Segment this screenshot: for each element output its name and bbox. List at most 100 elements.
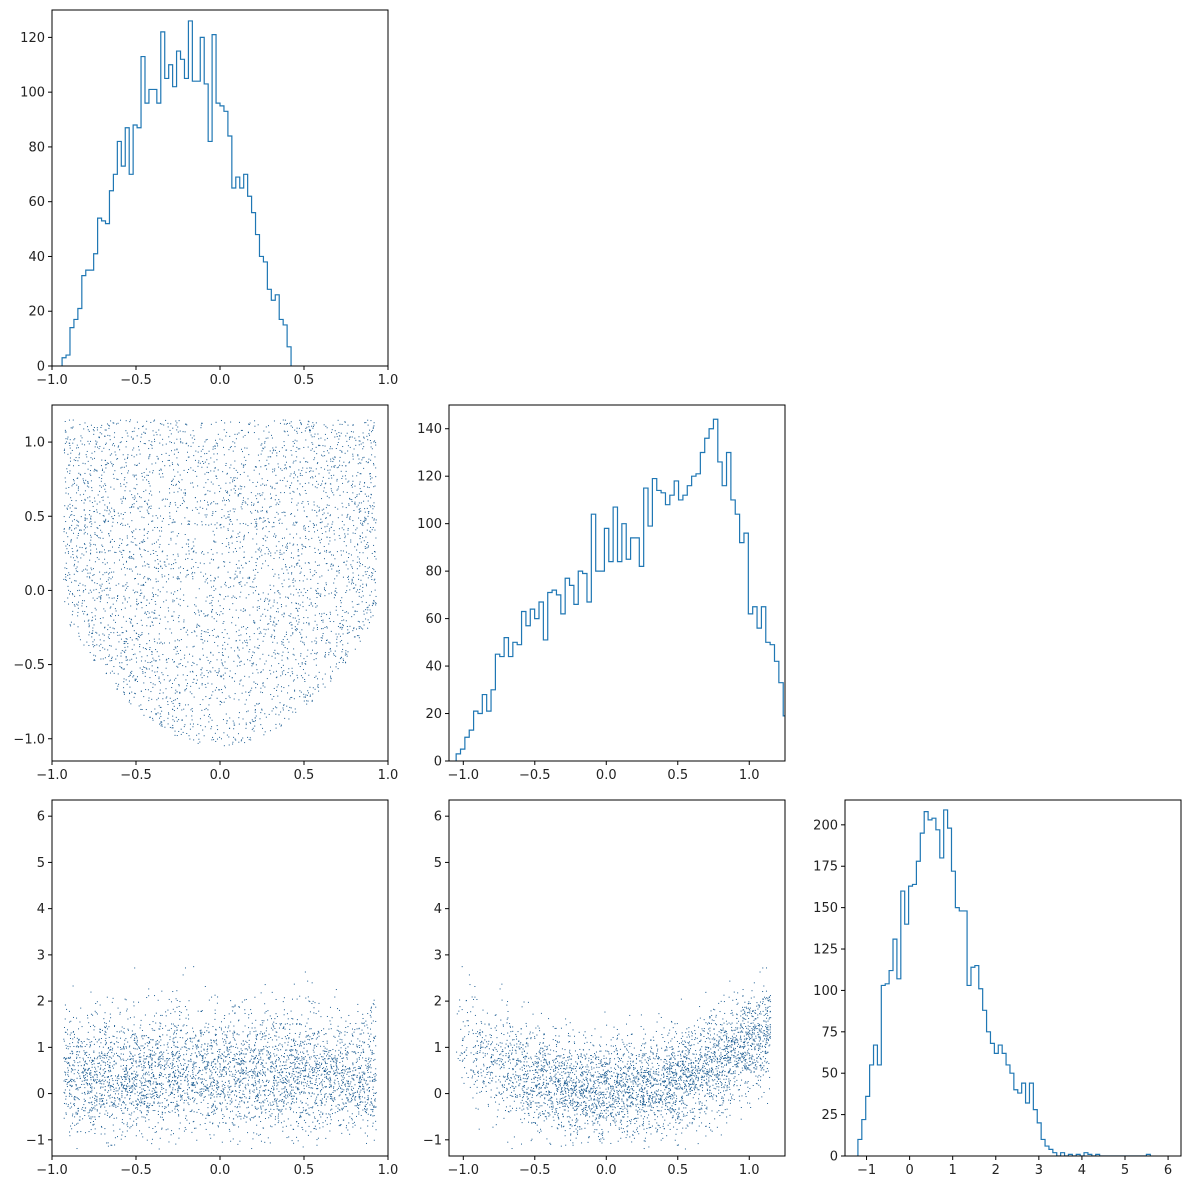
scatter-point	[356, 589, 358, 591]
scatter-point	[176, 707, 178, 709]
scatter-point	[200, 638, 202, 640]
scatter-point	[198, 445, 200, 447]
scatter-point	[291, 627, 293, 629]
scatter-point	[199, 741, 201, 743]
scatter-point	[223, 565, 225, 567]
scatter-point	[307, 700, 309, 702]
scatter-point	[90, 1045, 92, 1047]
scatter-point	[178, 567, 180, 569]
scatter-point	[205, 1117, 207, 1119]
scatter-point	[280, 468, 282, 470]
scatter-point	[248, 423, 250, 425]
scatter-point	[261, 708, 263, 710]
scatter-point	[304, 662, 306, 664]
scatter-point	[247, 475, 249, 477]
scatter-point	[242, 500, 244, 502]
scatter-point	[368, 512, 370, 514]
scatter-point	[339, 494, 341, 496]
scatter-point	[255, 551, 257, 553]
scatter-point	[301, 1090, 303, 1092]
scatter-point	[177, 1081, 179, 1083]
scatter-point	[129, 421, 131, 423]
scatter-point	[176, 1103, 178, 1105]
scatter-point	[227, 528, 229, 530]
scatter-point	[64, 448, 66, 450]
scatter-point	[342, 661, 344, 663]
scatter-point	[142, 542, 144, 544]
scatter-point	[339, 423, 341, 425]
scatter-point	[160, 468, 162, 470]
scatter-point	[194, 1037, 196, 1039]
scatter-point	[97, 494, 99, 496]
scatter-point	[123, 692, 125, 694]
scatter-point	[65, 573, 67, 575]
scatter-point	[186, 507, 188, 509]
scatter-point	[157, 697, 159, 699]
scatter-point	[301, 662, 303, 664]
scatter-point	[143, 714, 145, 716]
scatter-point	[352, 572, 354, 574]
scatter-point	[121, 554, 123, 556]
scatter-point	[96, 427, 98, 429]
scatter-point	[227, 1049, 229, 1051]
scatter-point	[283, 644, 285, 646]
scatter-point	[155, 578, 157, 580]
scatter-point	[317, 678, 319, 680]
scatter-point	[84, 585, 86, 587]
scatter-point	[207, 552, 209, 554]
scatter-point	[301, 431, 303, 433]
scatter-point	[64, 420, 66, 422]
scatter-point	[176, 999, 178, 1001]
scatter-point	[125, 1065, 127, 1067]
scatter-point	[270, 588, 272, 590]
scatter-point	[294, 1066, 296, 1068]
scatter-point	[318, 690, 320, 692]
scatter-point	[352, 431, 354, 433]
scatter-point	[93, 589, 95, 591]
scatter-point	[83, 1076, 85, 1078]
scatter-point	[140, 593, 142, 595]
scatter-point	[96, 548, 98, 550]
scatter-point	[100, 465, 102, 467]
scatter-point	[127, 523, 129, 525]
scatter-point	[345, 564, 347, 566]
scatter-point	[220, 1029, 222, 1031]
scatter-point	[108, 449, 110, 451]
scatter-point	[324, 686, 326, 688]
scatter-point	[159, 543, 161, 545]
scatter-point	[87, 429, 89, 431]
scatter-point	[240, 506, 242, 508]
scatter-point	[253, 621, 255, 623]
scatter-point	[180, 659, 182, 661]
scatter-point	[330, 680, 332, 682]
scatter-point	[232, 481, 234, 483]
scatter-point	[93, 1057, 95, 1059]
scatter-point	[123, 616, 125, 618]
scatter-point	[93, 510, 95, 512]
scatter-point	[210, 470, 212, 472]
scatter-point	[337, 1008, 339, 1010]
scatter-point	[221, 1073, 223, 1075]
scatter-point	[124, 498, 126, 500]
scatter-point	[92, 505, 94, 507]
scatter-point	[246, 633, 248, 635]
scatter-point	[177, 553, 179, 555]
scatter-point	[272, 624, 274, 626]
scatter-point	[320, 522, 322, 524]
scatter-point	[133, 430, 135, 432]
scatter-point	[88, 634, 90, 636]
scatter-point	[89, 1084, 91, 1086]
scatter-point	[286, 449, 288, 451]
scatter-point	[140, 1019, 142, 1021]
scatter-point	[173, 710, 175, 712]
scatter-point	[143, 595, 145, 597]
scatter-point	[372, 1079, 374, 1081]
scatter-point	[141, 506, 143, 508]
scatter-point	[77, 525, 79, 527]
scatter-point	[316, 505, 318, 507]
scatter-point	[116, 423, 118, 425]
scatter-point	[172, 478, 174, 480]
scatter-point	[292, 490, 294, 492]
scatter-point	[242, 642, 244, 644]
